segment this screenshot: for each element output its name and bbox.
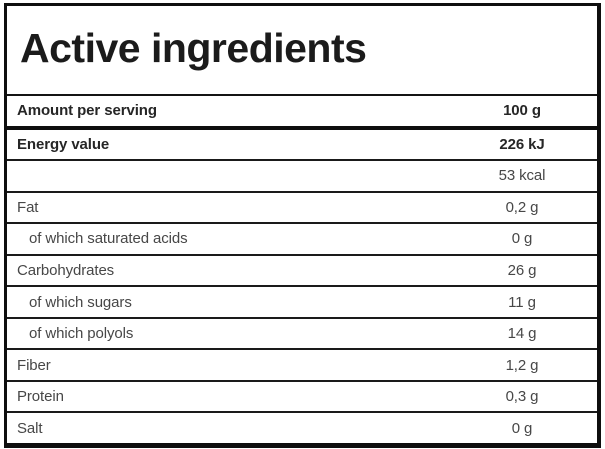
row-label: Amount per serving xyxy=(17,102,157,120)
title-box: Active ingredients xyxy=(7,6,597,96)
row-value: 0 g xyxy=(511,419,533,437)
row-value: 14 g xyxy=(507,325,537,343)
row-value: 53 kcal xyxy=(498,167,546,185)
row-fat: Fat 0,2 g xyxy=(7,193,597,225)
row-value: 0,2 g xyxy=(505,198,539,216)
row-label: of which polyols xyxy=(29,325,134,343)
row-label: Salt xyxy=(17,419,43,437)
row-energy-kcal: 53 kcal xyxy=(7,161,597,193)
row-saturated-acids: of which saturated acids 0 g xyxy=(7,224,597,256)
row-value: 0 g xyxy=(511,230,533,248)
row-value: 0,3 g xyxy=(505,388,539,406)
row-label: Fiber xyxy=(17,356,51,374)
row-amount-per-serving: Amount per serving 100 g xyxy=(7,96,597,130)
page-title: Active ingredients xyxy=(20,24,367,71)
row-label: Energy value xyxy=(17,135,110,153)
row-value: 26 g xyxy=(507,262,537,279)
row-value: 11 g xyxy=(508,293,536,311)
row-sugars: of which sugars 11 g xyxy=(7,287,597,319)
row-carbohydrates: Carbohydrates 26 g xyxy=(7,256,597,288)
row-fiber: Fiber 1,2 g xyxy=(7,350,597,382)
row-label: Fat xyxy=(17,198,39,216)
row-polyols: of which polyols 14 g xyxy=(7,319,597,351)
row-protein: Protein 0,3 g xyxy=(7,382,597,414)
row-value: 100 g xyxy=(503,102,541,120)
row-label: Protein xyxy=(17,388,64,406)
row-value: 226 kJ xyxy=(499,135,545,153)
row-label: of which saturated acids xyxy=(29,230,188,248)
nutrition-table: Active ingredients Amount per serving 10… xyxy=(4,3,601,448)
row-salt: Salt 0 g xyxy=(7,413,597,443)
row-label: Carbohydrates xyxy=(17,262,115,279)
row-value: 1,2 g xyxy=(505,356,539,374)
row-label: of which sugars xyxy=(29,293,132,311)
row-energy-value: Energy value 226 kJ xyxy=(7,130,597,162)
